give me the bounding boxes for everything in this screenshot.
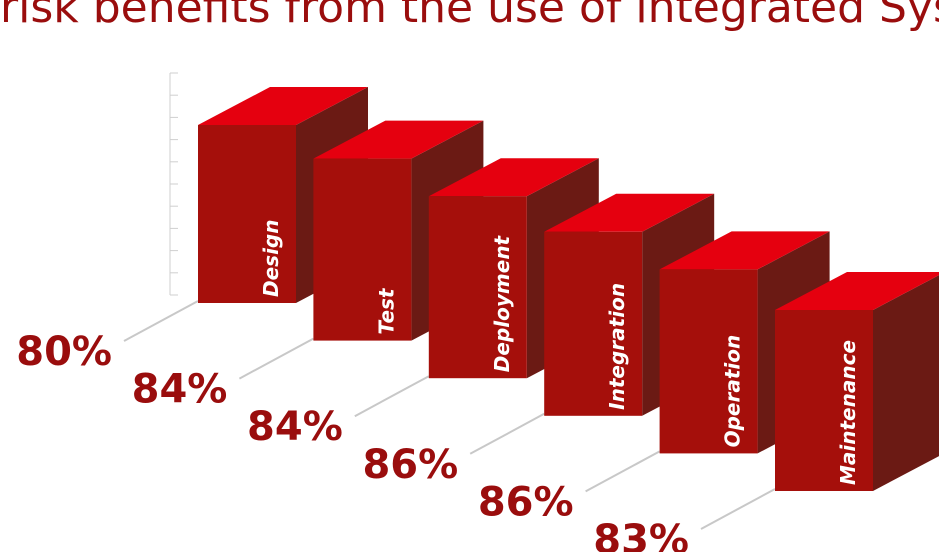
category-label: Maintenance: [836, 340, 860, 485]
category-label: Integration: [605, 283, 629, 410]
bar-front: [659, 269, 758, 454]
bar-front: [198, 125, 296, 303]
bar-front: [544, 231, 643, 416]
floor-line: [700, 488, 776, 530]
category-label: Operation: [721, 335, 745, 448]
value-label: 86%: [478, 479, 574, 525]
floor-line: [238, 337, 314, 380]
category-label: Test: [374, 287, 398, 335]
bar-side: [873, 275, 939, 491]
value-label: 86%: [362, 442, 458, 488]
value-label: 80%: [16, 329, 112, 375]
value-label: 84%: [247, 404, 343, 450]
bar-top: [428, 158, 599, 197]
floor-line: [354, 375, 430, 418]
bar-front: [775, 310, 873, 491]
bar-top: [775, 272, 939, 310]
floor-line: [585, 450, 661, 493]
bar-front: [313, 158, 412, 341]
floor-lines: [123, 300, 776, 530]
category-label: Design: [259, 220, 283, 297]
value-labels: 80% 84% 84% 86% 86% 83%: [16, 329, 689, 552]
bars: Design Test Deployment Integration Operation…: [198, 87, 939, 491]
floor-line: [123, 300, 199, 342]
floor-line: [469, 412, 545, 455]
bar-top: [659, 231, 830, 270]
category-label: Deployment: [490, 234, 514, 372]
chart-title: risk benefits from the use of integrated…: [0, 0, 939, 33]
value-label: 83%: [593, 517, 689, 552]
bar-top: [198, 87, 368, 125]
bar-front: [428, 196, 527, 379]
bar-top: [544, 193, 715, 232]
value-label: 84%: [132, 367, 228, 413]
bar-maintenance: Maintenance: [775, 272, 939, 491]
bar-top: [313, 120, 484, 159]
vertical-axis: [169, 72, 178, 296]
